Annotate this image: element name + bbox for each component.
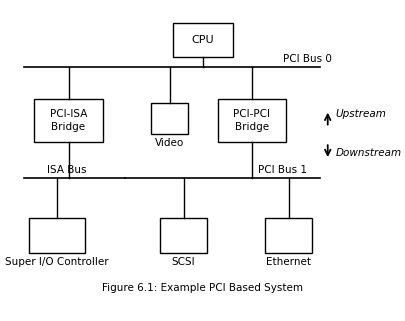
Bar [265, 218, 311, 253]
Text: Figure 6.1: Example PCI Based System: Figure 6.1: Example PCI Based System [102, 283, 303, 293]
Bar [28, 218, 85, 253]
Text: PCI Bus 1: PCI Bus 1 [257, 165, 306, 175]
Text: CPU: CPU [191, 35, 214, 45]
Bar [160, 218, 207, 253]
Bar [173, 23, 232, 57]
Bar [217, 99, 285, 142]
Text: Upstream: Upstream [335, 109, 386, 119]
Text: Super I/O Controller: Super I/O Controller [5, 256, 109, 266]
Text: SCSI: SCSI [171, 256, 195, 266]
Text: PCI-ISA
Bridge: PCI-ISA Bridge [50, 108, 87, 132]
Text: PCI Bus 0: PCI Bus 0 [282, 54, 331, 64]
Text: Downstream: Downstream [335, 148, 401, 158]
Bar [34, 99, 102, 142]
Text: ISA Bus: ISA Bus [47, 165, 86, 175]
Text: Video: Video [155, 138, 184, 148]
Text: Ethernet: Ethernet [266, 256, 311, 266]
Text: PCI-PCI
Bridge: PCI-PCI Bridge [232, 108, 270, 132]
Bar [151, 103, 188, 134]
